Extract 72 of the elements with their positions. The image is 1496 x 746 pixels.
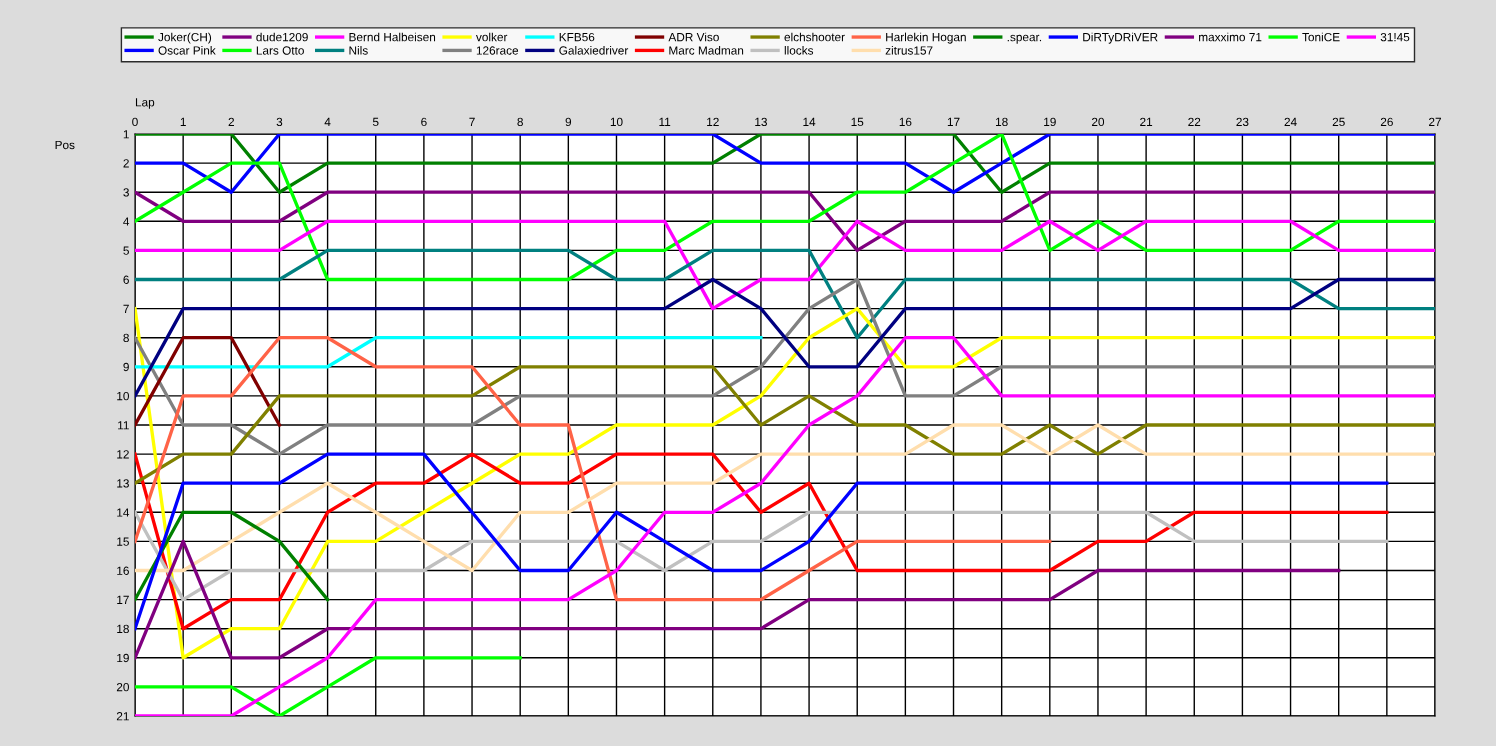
y-tick-label: 3 xyxy=(123,188,129,197)
legend-label: 126race xyxy=(476,46,519,55)
x-tick-label: 24 xyxy=(1284,117,1297,126)
x-tick-label: 19 xyxy=(1044,117,1056,127)
y-tick-label: 21 xyxy=(116,712,129,721)
y-tick-label: 7 xyxy=(123,304,129,313)
x-tick-label: 16 xyxy=(899,117,912,127)
y-tick-label: 8 xyxy=(123,333,129,343)
x-tick-label: 12 xyxy=(707,117,719,126)
y-tick-label: 13 xyxy=(117,479,129,488)
legend-label: DiRTyDRiVER xyxy=(1083,32,1158,44)
legend-label: Marc Madman xyxy=(669,45,744,55)
x-tick-label: 8 xyxy=(517,117,523,127)
x-tick-label: 15 xyxy=(851,117,864,127)
legend-label: Joker(CH) xyxy=(158,32,212,44)
legend-label: Bernd Halbeisen xyxy=(349,32,436,42)
y-tick-label: 4 xyxy=(123,217,130,226)
y-tick-label: 10 xyxy=(117,391,129,401)
y-tick-label: 18 xyxy=(117,624,129,634)
y-tick-label: 16 xyxy=(117,566,129,575)
legend-label: Nils xyxy=(349,45,368,55)
legend-label: KFB56 xyxy=(559,32,595,42)
y-tick-label: 6 xyxy=(123,275,129,284)
x-tick-label: 5 xyxy=(372,117,379,127)
y-axis-title: Pos xyxy=(55,140,75,150)
legend-label: Galaxiedriver xyxy=(559,45,629,55)
y-tick-label: 1 xyxy=(123,130,129,139)
legend-label: maxximo 71 xyxy=(1199,32,1262,42)
x-tick-label: 10 xyxy=(610,117,623,127)
legend-label: volker xyxy=(475,32,508,42)
x-tick-label: 26 xyxy=(1380,117,1393,127)
legend-label: zitrus157 xyxy=(885,45,933,55)
y-tick-label: 20 xyxy=(116,682,129,692)
y-tick-label: 11 xyxy=(118,421,129,430)
x-tick-label: 6 xyxy=(421,117,427,127)
y-tick-label: 2 xyxy=(123,159,129,168)
legend-label: Oscar Pink xyxy=(158,45,216,55)
x-tick-label: 13 xyxy=(755,117,767,127)
x-tick-label: 25 xyxy=(1332,117,1345,127)
legend-label: dude1209 xyxy=(256,32,308,42)
x-tick-label: 22 xyxy=(1188,117,1201,126)
x-tick-label: 23 xyxy=(1236,117,1249,127)
x-tick-label: 18 xyxy=(996,117,1008,127)
x-tick-label: 21 xyxy=(1140,117,1153,126)
x-tick-label: 7 xyxy=(469,117,475,126)
y-tick-label: 9 xyxy=(123,362,129,372)
legend-label: 31!45 xyxy=(1380,32,1410,42)
x-tick-label: 27 xyxy=(1429,117,1441,126)
x-axis-title: Lap xyxy=(135,98,155,109)
x-tick-label: 11 xyxy=(659,117,671,126)
x-tick-label: 9 xyxy=(565,117,572,127)
x-tick-label: 2 xyxy=(228,117,234,126)
legend-label: ADR Viso xyxy=(668,32,719,42)
legend-label: llocks xyxy=(784,45,814,55)
legend-label: .spear. xyxy=(1007,34,1042,44)
x-tick-label: 17 xyxy=(947,117,960,126)
x-tick-label: 14 xyxy=(803,117,816,126)
x-tick-label: 4 xyxy=(324,117,331,126)
legend-label: Lars Otto xyxy=(256,46,304,55)
y-tick-label: 17 xyxy=(117,595,129,604)
x-tick-label: 20 xyxy=(1091,117,1105,127)
x-tick-label: 0 xyxy=(132,117,138,127)
y-tick-label: 15 xyxy=(117,537,129,546)
y-tick-label: 5 xyxy=(123,246,129,255)
legend-label: elchshooter xyxy=(784,32,845,42)
x-tick-label: 1 xyxy=(180,117,186,126)
x-tick-label: 3 xyxy=(276,117,283,127)
legend-label: Harlekin Hogan xyxy=(886,32,966,44)
y-tick-label: 12 xyxy=(117,450,129,459)
y-tick-label: 19 xyxy=(117,653,129,663)
y-tick-label: 14 xyxy=(117,508,130,517)
legend-label: ToniCE xyxy=(1302,32,1340,42)
